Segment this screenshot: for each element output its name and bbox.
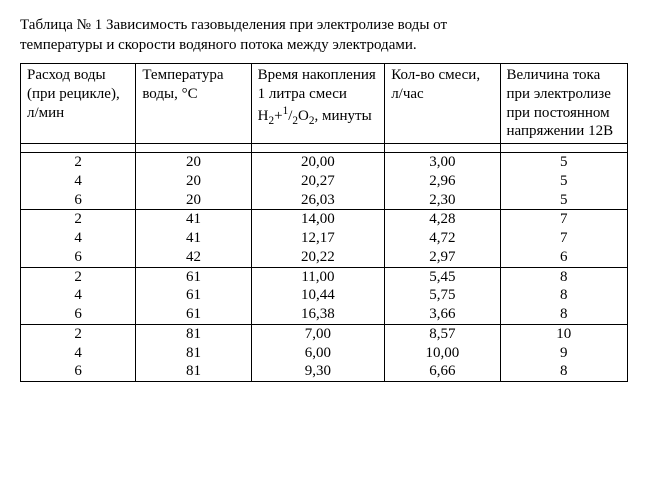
table-cell: 10 [500, 324, 627, 343]
table-row: 4816,0010,009 [21, 344, 628, 363]
table-cell: 8 [500, 362, 627, 381]
table-cell: 3,66 [385, 305, 500, 324]
table-caption: Таблица № 1 Зависимость газовыделения пр… [20, 16, 628, 55]
table-cell: 20,22 [251, 248, 385, 267]
table-cell: 20 [136, 191, 251, 210]
table-cell: 6,66 [385, 362, 500, 381]
table-cell: 20,00 [251, 153, 385, 172]
table-cell: 5 [500, 172, 627, 191]
col-header-mix: Кол-во смеси, л/час [385, 64, 500, 144]
table-cell: 8,57 [385, 324, 500, 343]
table-cell: 4 [21, 229, 136, 248]
table-cell: 81 [136, 362, 251, 381]
table-cell: 81 [136, 344, 251, 363]
title-line2: температуры и скорости водяного потока м… [20, 37, 417, 53]
table-cell: 14,00 [251, 210, 385, 229]
table-cell: 2 [21, 210, 136, 229]
table-cell: 2,30 [385, 191, 500, 210]
spacer-row [21, 144, 628, 153]
table-cell: 2,96 [385, 172, 500, 191]
table-row: 26111,005,458 [21, 267, 628, 286]
table-row: 22020,003,005 [21, 153, 628, 172]
col-header-temp: Температура воды, °С [136, 64, 251, 144]
table-cell: 5,45 [385, 267, 500, 286]
table-cell: 9 [500, 344, 627, 363]
table-row: 62026,032,305 [21, 191, 628, 210]
table-row: 24114,004,287 [21, 210, 628, 229]
table-cell: 8 [500, 286, 627, 305]
table-cell: 4 [21, 344, 136, 363]
table-cell: 11,00 [251, 267, 385, 286]
table-cell: 7,00 [251, 324, 385, 343]
table-cell: 5,75 [385, 286, 500, 305]
table-cell: 61 [136, 305, 251, 324]
table-cell: 6 [21, 362, 136, 381]
table-cell: 41 [136, 210, 251, 229]
data-table: Расход воды (при рецикле), л/мин Темпера… [20, 63, 628, 382]
table-row: 64220,222,976 [21, 248, 628, 267]
table-row: 2817,008,5710 [21, 324, 628, 343]
table-cell: 4 [21, 172, 136, 191]
table-row: 44112,174,727 [21, 229, 628, 248]
table-cell: 61 [136, 267, 251, 286]
table-cell: 10,44 [251, 286, 385, 305]
table-cell: 12,17 [251, 229, 385, 248]
table-cell: 8 [500, 305, 627, 324]
col-header-time: Время накопления 1 литра смеси H2+1/2O2,… [251, 64, 385, 144]
table-cell: 2 [21, 267, 136, 286]
table-cell: 42 [136, 248, 251, 267]
table-cell: 10,00 [385, 344, 500, 363]
table-cell: 6,00 [251, 344, 385, 363]
title-line1: Таблица № 1 Зависимость газовыделения пр… [20, 17, 447, 33]
table-row: 42020,272,965 [21, 172, 628, 191]
table-cell: 20 [136, 153, 251, 172]
table-cell: 26,03 [251, 191, 385, 210]
table-cell: 61 [136, 286, 251, 305]
table-cell: 81 [136, 324, 251, 343]
table-cell: 16,38 [251, 305, 385, 324]
table-cell: 7 [500, 229, 627, 248]
table-row: 46110,445,758 [21, 286, 628, 305]
table-cell: 7 [500, 210, 627, 229]
table-cell: 6 [21, 305, 136, 324]
col-header-flow: Расход воды (при рецикле), л/мин [21, 64, 136, 144]
table-cell: 6 [500, 248, 627, 267]
table-cell: 2,97 [385, 248, 500, 267]
table-cell: 2 [21, 324, 136, 343]
header-row: Расход воды (при рецикле), л/мин Темпера… [21, 64, 628, 144]
table-cell: 2 [21, 153, 136, 172]
table-cell: 5 [500, 191, 627, 210]
table-cell: 8 [500, 267, 627, 286]
table-cell: 3,00 [385, 153, 500, 172]
table-cell: 20,27 [251, 172, 385, 191]
table-cell: 4,28 [385, 210, 500, 229]
table-row: 66116,383,668 [21, 305, 628, 324]
table-cell: 5 [500, 153, 627, 172]
table-cell: 9,30 [251, 362, 385, 381]
col-header-current: Величина тока при электролизе при постоя… [500, 64, 627, 144]
table-cell: 6 [21, 248, 136, 267]
table-cell: 4 [21, 286, 136, 305]
table-row: 6819,306,668 [21, 362, 628, 381]
table-cell: 41 [136, 229, 251, 248]
table-cell: 20 [136, 172, 251, 191]
table-cell: 4,72 [385, 229, 500, 248]
table-cell: 6 [21, 191, 136, 210]
